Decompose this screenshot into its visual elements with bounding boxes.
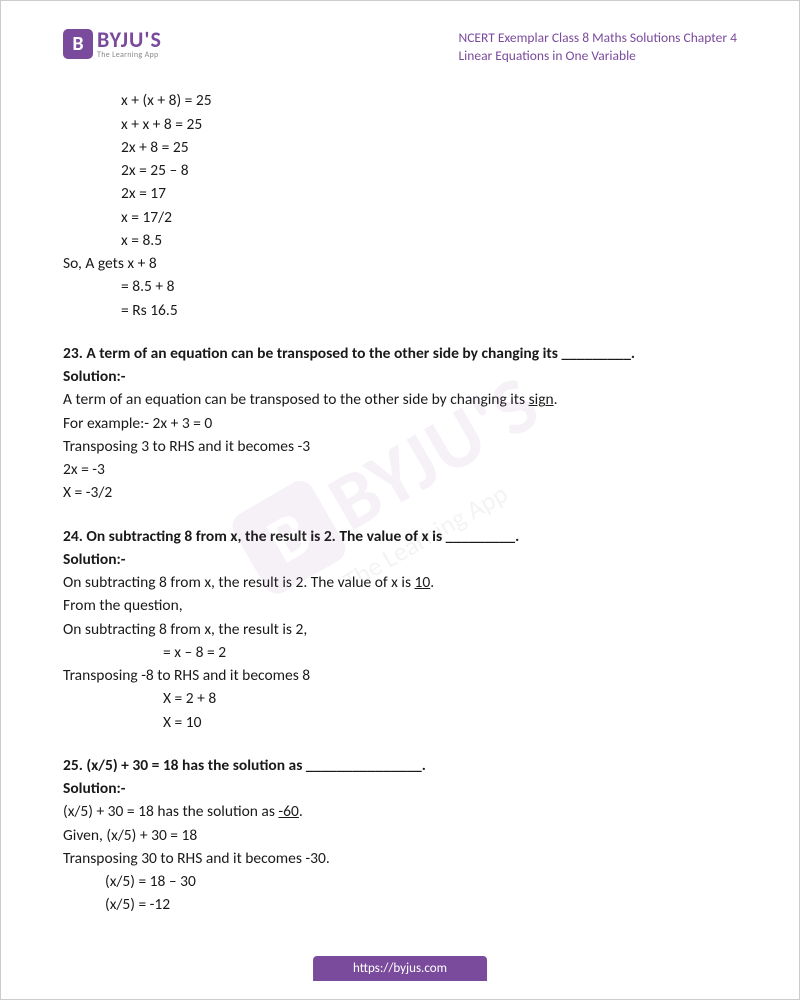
header-line-1: NCERT Exemplar Class 8 Maths Solutions C… (459, 29, 738, 47)
q24-ans-suffix: . (430, 573, 434, 592)
q24-line: = x – 8 = 2 (63, 641, 737, 664)
page: B BYJU'S The Learning App B BYJU'S The L… (0, 0, 800, 1000)
q23-line: 2x = -3 (63, 458, 737, 481)
q24-ans-word: 10 (415, 573, 431, 592)
q25-line: Given, (x/5) + 30 = 18 (63, 824, 737, 847)
q23-prompt: 23. A term of an equation can be transpo… (63, 342, 737, 365)
q24-ans-prefix: On subtracting 8 from x, the result is 2… (63, 573, 415, 592)
intro-step: x = 8.5 (63, 229, 737, 252)
intro-step: x = 17/2 (63, 206, 737, 229)
q24-line: Transposing -8 to RHS and it becomes 8 (63, 664, 737, 687)
q25-ans-suffix: . (299, 802, 303, 821)
q25-line: (x/5) = -12 (63, 893, 737, 916)
q25-prompt: 25. (x/5) + 30 = 18 has the solution as … (63, 754, 737, 777)
content: x + (x + 8) = 25 x + x + 8 = 25 2x + 8 =… (63, 89, 737, 916)
intro-step: 2x = 25 – 8 (63, 159, 737, 182)
header-line-2: Linear Equations in One Variable (459, 47, 738, 65)
q23-line: For example:- 2x + 3 = 0 (63, 412, 737, 435)
logo: B BYJU'S The Learning App (63, 29, 162, 59)
logo-badge-icon: B (63, 29, 93, 59)
q24-answer: On subtracting 8 from x, the result is 2… (63, 571, 737, 594)
q23-ans-prefix: A term of an equation can be transposed … (63, 390, 529, 409)
q24-line: X = 2 + 8 (63, 687, 737, 710)
q25-solution-label: Solution:- (63, 777, 737, 800)
intro-step: 2x = 17 (63, 182, 737, 205)
q25-ans-word: -60 (278, 802, 298, 821)
q25-answer: (x/5) + 30 = 18 has the solution as -60. (63, 800, 737, 823)
q25-line: Transposing 30 to RHS and it becomes -30… (63, 847, 737, 870)
footer-url: https://byjus.com (313, 956, 487, 981)
q25-ans-prefix: (x/5) + 30 = 18 has the solution as (63, 802, 278, 821)
header-title: NCERT Exemplar Class 8 Maths Solutions C… (459, 29, 738, 65)
q23-answer: A term of an equation can be transposed … (63, 388, 737, 411)
q23-solution-label: Solution:- (63, 365, 737, 388)
q25-line: (x/5) = 18 – 30 (63, 870, 737, 893)
q23-ans-suffix: . (554, 390, 558, 409)
q23-ans-word: sign (529, 390, 554, 409)
intro-step: x + (x + 8) = 25 (63, 89, 737, 112)
q24-line: On subtracting 8 from x, the result is 2… (63, 618, 737, 641)
intro-result-step: = Rs 16.5 (63, 299, 737, 322)
q24-solution-label: Solution:- (63, 548, 737, 571)
q24-line: From the question, (63, 594, 737, 617)
intro-step: x + x + 8 = 25 (63, 113, 737, 136)
q23-line: X = -3/2 (63, 481, 737, 504)
q24-prompt: 24. On subtracting 8 from x, the result … (63, 525, 737, 548)
intro-step: 2x + 8 = 25 (63, 136, 737, 159)
logo-text: BYJU'S (97, 29, 162, 51)
logo-tagline: The Learning App (97, 51, 162, 59)
page-header: B BYJU'S The Learning App NCERT Exemplar… (63, 29, 737, 65)
q23-line: Transposing 3 to RHS and it becomes -3 (63, 435, 737, 458)
intro-result-lead: So, A gets x + 8 (63, 252, 737, 275)
intro-result-step: = 8.5 + 8 (63, 275, 737, 298)
q24-line: X = 10 (63, 711, 737, 734)
